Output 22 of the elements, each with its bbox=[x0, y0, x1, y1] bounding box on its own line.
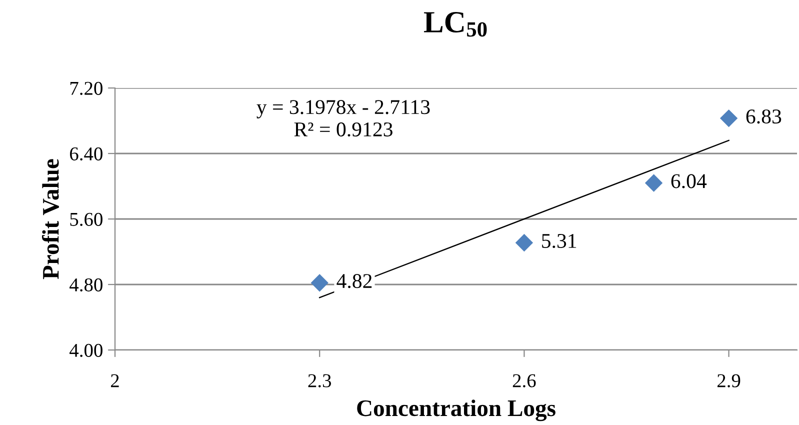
y-axis-title: Profit Value bbox=[42, 159, 59, 280]
chart-title: LC$_{50}$ bbox=[424, 12, 487, 37]
y-tick-label: 7.20 bbox=[70, 82, 102, 96]
annotation: y = 3.1978x - 2.7113 bbox=[256, 100, 430, 118]
y-tick-label: 6.40 bbox=[70, 147, 102, 161]
point bbox=[720, 110, 738, 127]
point bbox=[645, 174, 662, 192]
data-label: 6.04 bbox=[671, 174, 707, 188]
point bbox=[311, 274, 328, 292]
x-axis-title: Concentration Logs bbox=[357, 400, 556, 422]
y-tick-label: 4.80 bbox=[70, 278, 102, 292]
annotation: R² = 0.9123 bbox=[294, 122, 392, 137]
x-tick-label: 2.6 bbox=[512, 374, 536, 388]
x-tick-label: 2.9 bbox=[718, 374, 740, 388]
x-tick-label: 2 bbox=[110, 374, 119, 388]
data-label: 4.82 bbox=[336, 274, 372, 288]
data-label: 5.31 bbox=[542, 234, 576, 248]
y-tick-label: 4.00 bbox=[70, 344, 102, 358]
x-tick-label: 2.3 bbox=[308, 374, 331, 388]
y-tick-label: 5.60 bbox=[70, 212, 102, 226]
point bbox=[516, 234, 533, 252]
data-label: 6.83 bbox=[746, 109, 782, 124]
